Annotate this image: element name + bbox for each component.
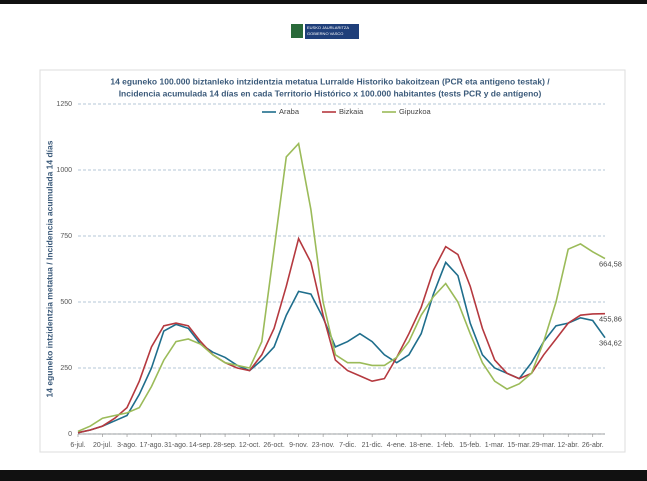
chart-title: 14 eguneko 100.000 biztanleko intzidentz… [110, 76, 550, 86]
x-tick-label: 12-abr. [557, 442, 579, 449]
x-tick-label: 20-jul. [93, 442, 112, 449]
x-tick-label: 12-oct. [239, 442, 260, 449]
x-tick-label: 21-dic. [362, 442, 383, 449]
x-tick-label: 15-mar. [507, 442, 531, 449]
chart-frame [39, 69, 626, 453]
logo-box [305, 24, 359, 39]
top-bar [0, 0, 647, 4]
logo-emblem [291, 24, 303, 38]
series-line [77, 236, 606, 434]
logo-text: EUSKO JAURLARITZA [307, 25, 349, 30]
x-tick-label: 29-mar. [532, 442, 556, 449]
legend-label: Bizkaia [339, 107, 364, 116]
y-tick-label: 1250 [56, 101, 72, 108]
x-tick-label: 6-jul. [70, 442, 85, 449]
y-tick-label: 500 [60, 299, 72, 306]
x-tick-label: 15-feb. [459, 442, 481, 449]
x-tick-label: 26-abr. [582, 442, 604, 449]
data-label: 455,86 [599, 315, 622, 324]
x-tick-label: 14-sep. [189, 442, 212, 449]
y-tick-label: 0 [68, 431, 72, 438]
x-tick-label: 26-oct. [263, 442, 284, 449]
x-tick-label: 4-ene. [387, 442, 407, 449]
x-tick-label: 1-mar. [485, 442, 505, 449]
x-tick-label: 9-nov. [289, 442, 308, 449]
x-tick-label: 17-ago. [140, 442, 164, 449]
x-tick-label: 23-nov. [312, 442, 335, 449]
x-tick-label: 1-feb. [437, 442, 455, 449]
y-tick-label: 750 [60, 233, 72, 240]
x-tick-label: 31-ago. [164, 442, 188, 449]
chart-subtitle: Incidencia acumulada 14 días en cada Ter… [119, 88, 542, 98]
legend-label: Gipuzkoa [399, 107, 432, 116]
y-tick-label: 250 [60, 365, 72, 372]
x-tick-label: 18-ene. [409, 442, 433, 449]
x-tick-label: 3-ago. [117, 442, 137, 449]
data-label: 364,62 [599, 339, 622, 348]
bottom-bar [0, 470, 647, 481]
x-tick-label: 28-sep. [213, 442, 236, 449]
y-axis-label: 14 eguneko intzidentzia metatua / Incide… [44, 140, 54, 397]
series-line [77, 141, 606, 433]
logo-text: GOBIERNO VASCO [307, 31, 343, 36]
legend-label: Araba [279, 107, 300, 116]
y-tick-label: 1000 [56, 167, 72, 174]
x-tick-label: 7-dic. [339, 442, 356, 449]
data-label: 664,58 [599, 260, 622, 269]
logo: EUSKO JAURLARITZA GOBIERNO VASCO [291, 24, 359, 39]
